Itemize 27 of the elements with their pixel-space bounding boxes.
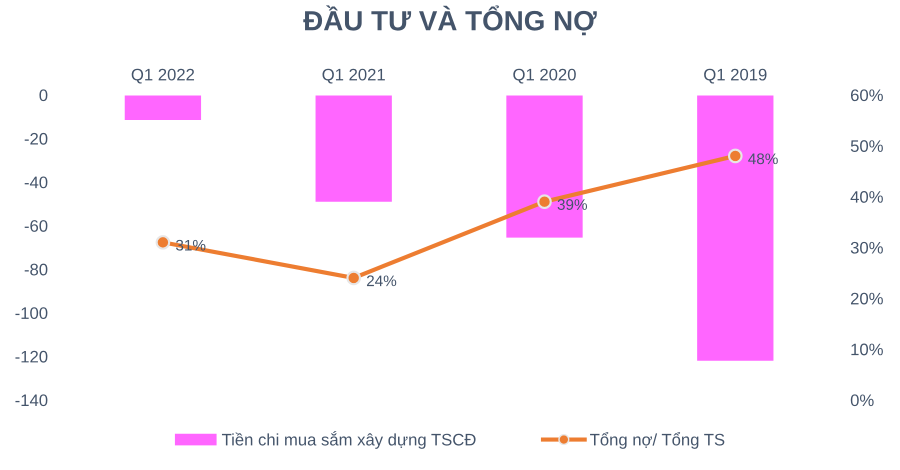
x-tick-label: Q1 2020 <box>513 68 576 84</box>
y2-tick-label: 0% <box>850 394 874 406</box>
legend-label: Tiền chi mua sắm xây dựng TSCĐ <box>222 430 476 449</box>
y2-tick-label: 10% <box>851 344 883 356</box>
y-tick-label: -140 <box>15 394 48 406</box>
legend-label: Tổng nợ/ Tổng TS <box>590 432 724 449</box>
point <box>346 270 361 286</box>
y2-tick-label: 60% <box>850 89 883 102</box>
point <box>537 194 552 209</box>
y2-tick-label: 50% <box>850 140 883 152</box>
chart-title: ĐẦU TƯ VÀ TỔNG NỢ <box>303 5 597 36</box>
y-tick-label: -60 <box>24 220 48 232</box>
y-tick-label: -100 <box>15 307 48 320</box>
y2-tick-label: 40% <box>850 191 883 203</box>
y2-tick-label: 20% <box>850 292 883 304</box>
y-tick-label: -80 <box>24 264 48 276</box>
y2-tick-label: 30% <box>850 242 883 254</box>
y-tick-label: -40 <box>24 176 48 188</box>
y-tick-label: 0 <box>39 89 48 102</box>
x-tick-label: Q1 2019 <box>704 68 766 84</box>
y-tick-label: -20 <box>24 132 48 145</box>
x-tick-label: Q1 2022 <box>132 68 194 84</box>
point <box>728 148 743 164</box>
x-tick-label: Q1 2021 <box>322 68 385 84</box>
y-tick-label: -120 <box>15 350 48 363</box>
point <box>156 235 170 250</box>
data-label: 24% <box>366 275 396 286</box>
